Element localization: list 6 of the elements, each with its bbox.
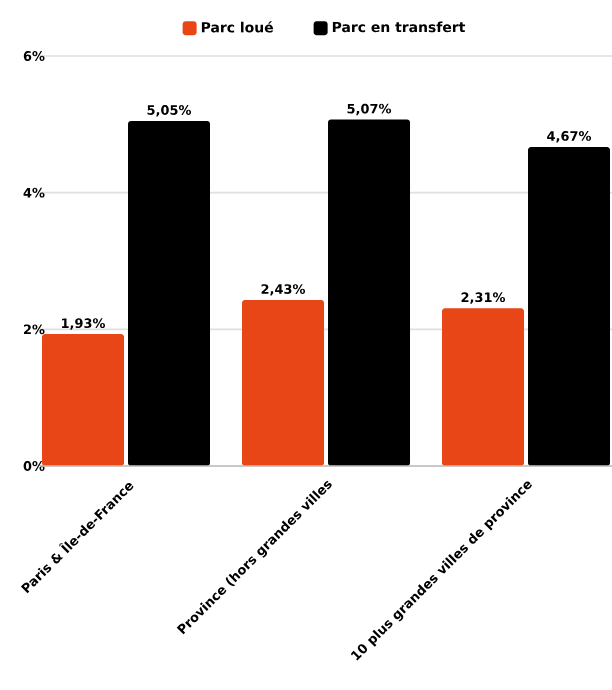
bar [128, 120, 210, 466]
bar [528, 146, 611, 466]
bar [242, 299, 325, 466]
bar [442, 308, 525, 466]
bar [42, 334, 124, 466]
bar [328, 119, 411, 466]
